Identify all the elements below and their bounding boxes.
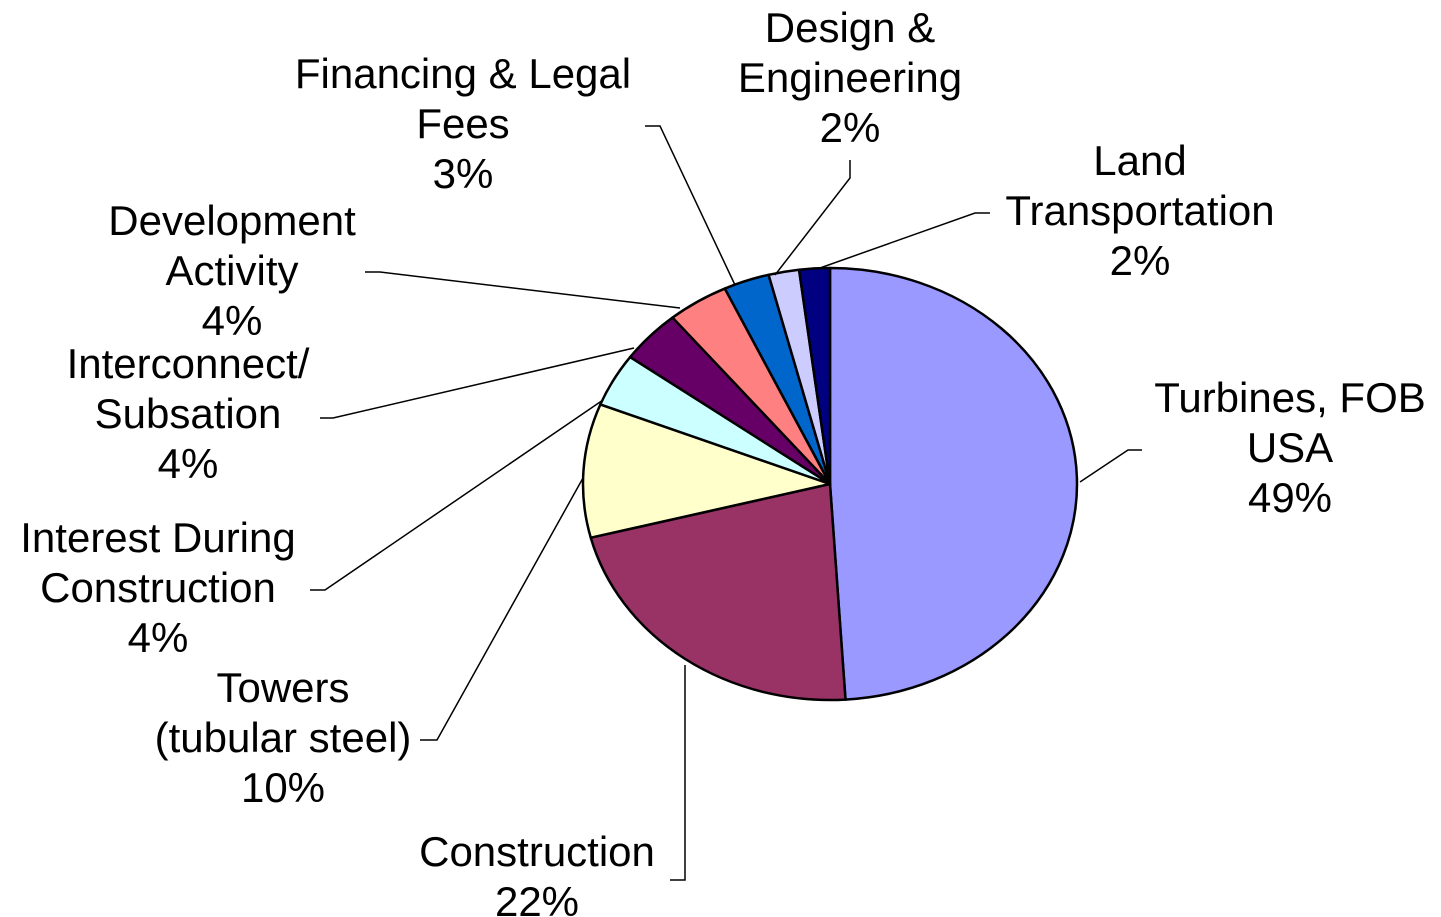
slice-label: Construction 22% — [387, 827, 687, 917]
pie-slice — [589, 482, 847, 702]
category-label: Towers (tubular steel) — [154, 664, 412, 761]
slice-label: Turbines, FOB USA 49% — [1140, 373, 1440, 523]
category-label: Financing & Legal Fees — [294, 50, 632, 147]
value-label: 10% — [240, 764, 326, 811]
value-label: 22% — [494, 878, 580, 917]
leader-line — [1079, 449, 1142, 483]
slice-label: Towers (tubular steel) 10% — [146, 663, 421, 813]
leader-line — [670, 665, 686, 881]
category-label: Development Activity — [108, 197, 356, 294]
value-label: 3% — [432, 150, 494, 197]
slice-label: Financing & Legal Fees 3% — [283, 49, 643, 199]
category-label: Turbines, FOB USA — [1154, 374, 1426, 471]
value-label: 4% — [127, 614, 189, 661]
slice-label: Interconnect/ Subsation 4% — [53, 339, 323, 489]
value-label: 4% — [157, 440, 219, 487]
slice-label: Design & Engineering 2% — [730, 3, 970, 153]
leader-line — [420, 477, 584, 741]
slice-label: Land Transportation 2% — [995, 136, 1285, 286]
slice-label: Development Activity 4% — [92, 196, 372, 346]
category-label: Interconnect/ Subsation — [66, 340, 310, 437]
value-label: 49% — [1247, 474, 1333, 521]
value-label: 2% — [1109, 237, 1171, 284]
leader-line — [819, 212, 990, 269]
leader-line — [774, 160, 851, 276]
pie-slice — [581, 403, 832, 539]
pie-slice — [828, 266, 1079, 701]
pie-slice — [797, 266, 832, 486]
value-label: 2% — [819, 104, 881, 151]
slice-label: Interest During Construction 4% — [13, 513, 303, 663]
category-label: Land Transportation — [1005, 137, 1275, 234]
category-label: Design & Engineering — [737, 4, 963, 101]
value-label: 4% — [201, 297, 263, 344]
leader-line — [365, 271, 681, 309]
leader-line — [320, 347, 635, 419]
leader-line — [310, 399, 604, 591]
category-label: Interest During Construction — [20, 514, 296, 611]
leader-line — [645, 125, 736, 286]
category-label: Construction — [419, 828, 655, 875]
